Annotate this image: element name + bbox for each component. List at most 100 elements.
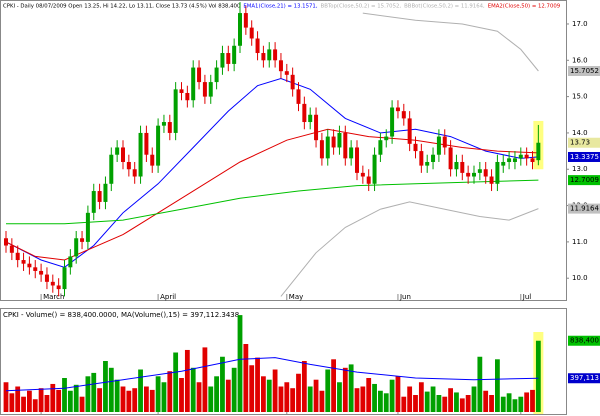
y-tick-label: 14.0 [572,129,588,137]
candle-body [366,176,371,184]
legend-entry: EMA2(Close,50) = 12.7009 [488,4,561,10]
volume-bar [108,367,114,412]
volume-bar [290,388,296,412]
candle-body [167,122,172,133]
candle-body [384,136,389,141]
candle-body [360,172,365,177]
candle-body [161,122,166,126]
candle-body [390,107,395,137]
volume-bar [348,364,354,412]
volume-bar [27,390,32,412]
volume-bar [255,357,260,412]
volume-bar [32,399,38,412]
volume-bar [114,379,120,412]
candle-body [197,67,202,83]
volume-bar [401,396,407,412]
volume-bar [483,390,489,412]
volume-bar [459,398,465,412]
volume-bar [196,382,202,412]
candle-body [44,274,49,282]
volume-bar [436,395,442,412]
volume-bar [138,369,143,412]
candle-body [483,169,488,177]
candle-body [50,281,55,286]
volume-bar [149,389,155,412]
value-label-box [568,175,600,186]
value-label-box [568,335,600,346]
volume-bar [15,386,21,412]
volume-bar [471,386,477,412]
volume-bar [301,361,307,412]
candle-body [126,161,131,170]
value-label-box [568,137,600,148]
y-tick-label: 17.0 [572,20,588,28]
candle-body [273,49,278,61]
value-label: 397,113 [570,374,599,382]
volume-bar [243,344,249,412]
volume-bar [190,367,196,412]
volume-bar [495,359,500,412]
candle-body [290,74,295,90]
candle-body [185,92,190,101]
volume-bar [73,384,79,412]
value-label: 13.73 [570,139,590,147]
volume-bar [67,390,73,412]
price-frame [0,0,567,301]
volume-bar [202,347,208,412]
candle-body [150,154,155,166]
value-label-box [568,65,600,76]
value-label-box [568,151,600,162]
volume-bar [307,386,313,412]
candle-body [232,45,237,64]
volume-bar [231,367,237,412]
candle-body [431,154,436,162]
volume-bar [407,386,413,412]
candle-body [85,212,90,242]
candle-body [337,132,342,148]
candle-body [331,136,336,148]
volume-bar [79,396,85,412]
candle-body [518,154,523,159]
candle-body [495,161,500,184]
candle-body [261,53,266,61]
volume-bar [296,373,301,412]
candle-body [4,238,8,246]
y-tick-label: 13.0 [572,165,588,173]
candle-body [477,169,482,173]
volume-bar [489,395,494,412]
volume-bar [442,396,448,412]
y-tick-label: 11.0 [572,238,588,246]
volume-bar [524,392,530,412]
candle-body [524,154,529,159]
volume-bar [319,390,325,412]
volume-bar [225,379,231,412]
overlay-line [6,179,539,225]
volume-bar [506,393,512,412]
volume-bar [161,382,167,412]
candle-body [267,49,272,61]
volume-bar [266,379,272,412]
candle-body [156,125,161,166]
volume-bar [44,395,50,412]
candle-body [21,260,26,264]
volume-bar [389,379,395,412]
candle-body [355,147,359,173]
candle-body [9,245,14,253]
volume-bar [3,382,9,412]
volume-bar [173,352,179,412]
candle-body [284,71,289,75]
candle-body [372,154,377,184]
volume-bar [120,386,126,412]
candle-body [179,89,184,93]
volume-bar [500,396,506,412]
volume-bar [155,376,161,412]
volume-bar [313,379,319,412]
candle-body [512,158,517,162]
volume-bar [278,386,284,412]
candle-body [419,151,424,166]
volume-bar [354,388,360,412]
candle-body [220,53,225,68]
volume-bar [214,376,219,412]
candle-body [173,89,178,133]
candle-body [448,147,453,170]
